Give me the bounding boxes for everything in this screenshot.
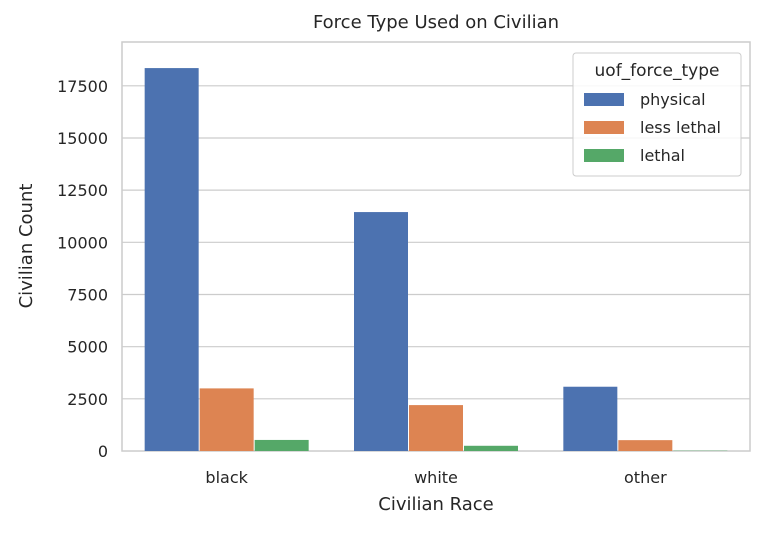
y-tick-label: 0 bbox=[98, 442, 108, 461]
legend-swatch-physical bbox=[584, 93, 624, 106]
y-tick-label: 10000 bbox=[57, 233, 108, 252]
y-axis-ticks: 0 2500 5000 7500 10000 12500 15000 17500 bbox=[57, 77, 108, 461]
x-axis-ticks: black white other bbox=[205, 468, 667, 487]
y-tick-label: 12500 bbox=[57, 181, 108, 200]
x-axis-title: Civilian Race bbox=[378, 494, 494, 515]
y-tick-label: 7500 bbox=[67, 285, 108, 304]
bar-physical-other bbox=[563, 386, 618, 451]
y-tick-label: 17500 bbox=[57, 77, 108, 96]
bar-less-lethal-other bbox=[618, 440, 673, 451]
bar-less-lethal-white bbox=[409, 405, 463, 451]
bars bbox=[144, 68, 728, 452]
y-axis-title: Civilian Count bbox=[16, 184, 37, 309]
legend-swatch-less-lethal bbox=[584, 121, 624, 134]
y-tick-label: 15000 bbox=[57, 129, 108, 148]
chart-title: Force Type Used on Civilian bbox=[313, 12, 559, 33]
legend-label: less lethal bbox=[640, 118, 721, 137]
bar-lethal-white bbox=[464, 445, 518, 451]
gridlines bbox=[122, 85, 750, 400]
x-tick-label: white bbox=[414, 468, 458, 487]
legend-label: physical bbox=[640, 90, 706, 109]
legend-title: uof_force_type bbox=[595, 61, 720, 81]
legend-label: lethal bbox=[640, 146, 685, 165]
x-tick-label: other bbox=[624, 468, 667, 487]
y-tick-label: 5000 bbox=[67, 338, 108, 357]
bar-lethal-black bbox=[254, 439, 309, 451]
bar-physical-black bbox=[144, 68, 199, 452]
bar-physical-white bbox=[354, 212, 408, 451]
bar-less-lethal-black bbox=[199, 388, 254, 451]
x-tick-label: black bbox=[205, 468, 248, 487]
legend: uof_force_type physical less lethal lethal bbox=[572, 52, 742, 177]
legend-swatch-lethal bbox=[584, 149, 624, 162]
y-tick-label: 2500 bbox=[67, 390, 108, 409]
legend-box bbox=[572, 52, 742, 177]
